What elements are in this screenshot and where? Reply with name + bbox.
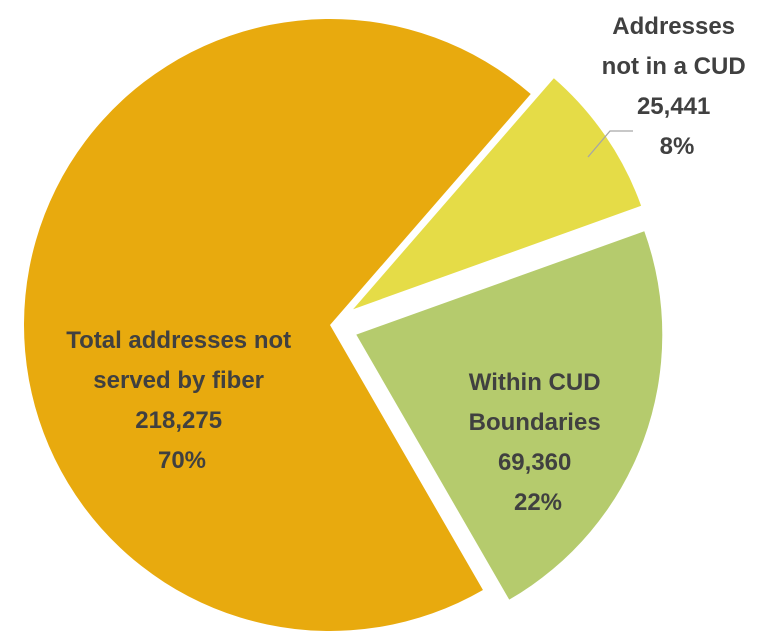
value-label: 218,275: [135, 407, 222, 434]
label-line-2: served by fiber: [93, 367, 264, 394]
label-line-1: Addresses: [612, 13, 735, 40]
slice-addresses-not-in-cud: [353, 78, 642, 310]
percent-label: 22%: [514, 489, 562, 516]
value-label: 69,360: [498, 449, 571, 476]
percent-label: 8%: [660, 133, 695, 160]
label-line-2: not in a CUD: [602, 53, 746, 80]
pie-slices: [24, 18, 663, 631]
value-label: 25,441: [637, 93, 710, 120]
leader-line-addresses-not-in-cud: [587, 130, 633, 158]
slice-within-cud-boundaries: [356, 231, 663, 600]
label-within-cud-boundaries: Within CUD Boundaries 69,360 22%: [469, 369, 608, 516]
label-line-2: Boundaries: [469, 409, 601, 436]
label-line-1: Total addresses not: [66, 327, 291, 354]
label-addresses-not-in-cud: Addresses not in a CUD 25,441 8%: [602, 13, 753, 160]
slice-total-addresses-not-served: [24, 18, 531, 631]
percent-label: 70%: [158, 447, 206, 474]
label-total-addresses-not-served: Total addresses not served by fiber 218,…: [66, 327, 298, 474]
label-line-1: Within CUD: [469, 369, 601, 396]
